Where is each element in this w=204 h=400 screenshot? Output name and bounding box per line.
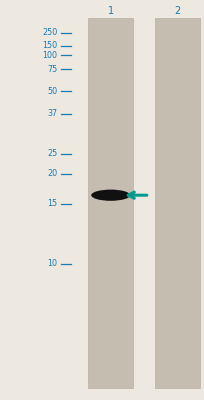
Text: 75: 75 [47,65,57,74]
Text: 50: 50 [47,87,57,96]
Text: 1: 1 [107,6,113,16]
Text: 20: 20 [47,170,57,178]
Text: 25: 25 [47,150,57,158]
Text: 15: 15 [47,200,57,208]
Text: 100: 100 [42,51,57,60]
Bar [88,18,133,388]
Text: 150: 150 [42,42,57,50]
Bar [154,18,199,388]
Text: 37: 37 [47,110,57,118]
Text: 250: 250 [42,28,57,37]
Ellipse shape [91,190,130,201]
Text: 2: 2 [173,6,180,16]
Text: 10: 10 [47,260,57,268]
